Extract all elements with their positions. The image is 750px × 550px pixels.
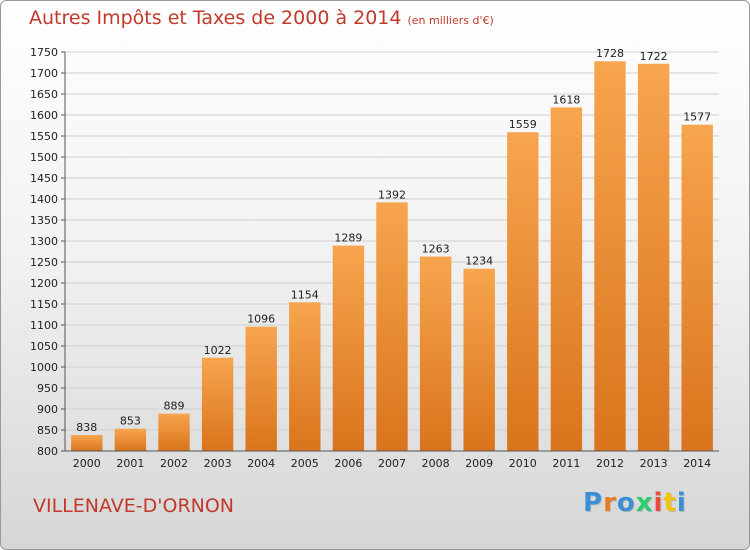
data-label: 1234	[465, 255, 493, 268]
y-tick-label: 1600	[30, 109, 58, 122]
x-tick-label: 2000	[73, 457, 101, 470]
y-tick-label: 1300	[30, 235, 58, 248]
x-tick-label: 2013	[640, 457, 668, 470]
y-tick-label: 1750	[30, 46, 58, 59]
data-label: 1618	[552, 93, 580, 106]
data-label: 1728	[596, 47, 624, 60]
bar-2002	[158, 413, 190, 451]
data-label: 1022	[204, 344, 232, 357]
y-tick-label: 1650	[30, 88, 58, 101]
bar-2001	[114, 428, 147, 451]
logo-letter: P	[583, 488, 604, 518]
data-label: 838	[76, 421, 97, 434]
logo-letter: i	[676, 488, 687, 518]
bar-2011	[550, 107, 583, 451]
data-label: 1559	[509, 118, 537, 131]
data-label: 1096	[247, 313, 275, 326]
x-tick-label: 2002	[160, 457, 188, 470]
bar-2003	[201, 357, 234, 451]
x-tick-label: 2010	[509, 457, 537, 470]
bar-2009	[463, 268, 495, 451]
y-tick-label: 1550	[30, 130, 58, 143]
city-name: VILLENAVE-D'ORNON	[33, 495, 235, 517]
data-label: 1263	[422, 243, 450, 256]
x-tick-label: 2004	[247, 457, 275, 470]
y-tick-label: 1250	[30, 256, 58, 269]
bar-2006	[332, 245, 365, 451]
y-tick-label: 1700	[30, 67, 58, 80]
data-label: 1392	[378, 188, 406, 201]
data-label: 1577	[683, 111, 711, 124]
x-tick-label: 2012	[596, 457, 624, 470]
x-axis: 2000 2001 2002 2003 2004 2005 2006 2007 2008 2009…	[65, 450, 719, 470]
y-tick-label: 1100	[30, 319, 58, 332]
y-axis: 800 850 900 950 1000 1050 1100 1150 1200 1250 1300…	[30, 46, 66, 458]
y-tick-label: 1500	[30, 151, 58, 164]
logo-letter: i	[653, 488, 664, 518]
x-tick-label: 2007	[378, 457, 406, 470]
logo-letter: x	[635, 488, 654, 518]
y-tick-label: 1350	[30, 214, 58, 227]
y-tick-label: 1400	[30, 193, 58, 206]
y-tick-label: 1150	[30, 298, 58, 311]
x-tick-label: 2009	[465, 457, 493, 470]
data-label: 889	[164, 400, 185, 413]
chart-title-text: Autres Impôts et Taxes de 2000 à 2014	[29, 7, 402, 29]
x-tick-label: 2003	[204, 457, 232, 470]
bar-2013	[637, 63, 670, 451]
x-tick-label: 2006	[334, 457, 362, 470]
proxiti-logo: Proxiti	[583, 488, 687, 518]
bars: 838 853 889 1022 1096 1154 1289 1392 1263 1234 155…	[71, 47, 713, 452]
y-tick-label: 950	[37, 382, 58, 395]
bar-2014	[681, 124, 713, 451]
bar-2010	[507, 132, 539, 451]
x-tick-label: 2001	[116, 457, 144, 470]
chart-unit: (en milliers d'€)	[407, 14, 494, 27]
logo-letter: o	[616, 488, 636, 518]
data-label: 853	[120, 415, 141, 428]
y-tick-label: 1050	[30, 340, 58, 353]
y-tick-label: 850	[37, 424, 58, 437]
y-tick-label: 1200	[30, 277, 58, 290]
chart-title: Autres Impôts et Taxes de 2000 à 2014 (en…	[29, 7, 494, 29]
y-tick-label: 900	[37, 403, 58, 416]
bar-2004	[245, 326, 277, 451]
bar-2005	[289, 302, 321, 451]
x-tick-label: 2014	[683, 457, 711, 470]
y-tick-label: 1000	[30, 361, 58, 374]
y-tick-label: 800	[37, 445, 58, 458]
x-tick-label: 2005	[291, 457, 319, 470]
data-label: 1154	[291, 288, 319, 301]
x-tick-label: 2008	[422, 457, 450, 470]
data-label: 1722	[640, 50, 668, 63]
x-tick-label: 2011	[552, 457, 580, 470]
bar-2012	[594, 61, 626, 452]
bar-2007	[376, 202, 408, 451]
bar-2000	[71, 435, 103, 451]
logo-letter: t	[663, 488, 677, 518]
y-tick-label: 1450	[30, 172, 58, 185]
data-label: 1289	[334, 232, 362, 245]
logo-letter: r	[603, 488, 617, 518]
bar-2008	[419, 256, 452, 451]
